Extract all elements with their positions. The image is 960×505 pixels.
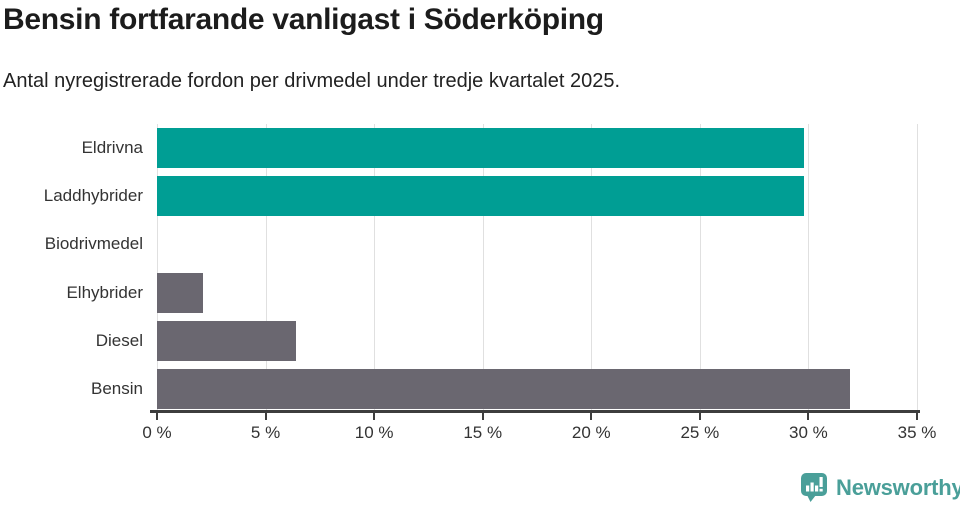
bar: [157, 320, 296, 361]
bar: [157, 272, 203, 313]
x-axis-tick-label: 20 %: [571, 423, 611, 442]
category-label: Diesel: [95, 330, 143, 350]
gridline: [374, 124, 376, 410]
x-axis-tick: [916, 413, 918, 420]
x-axis-tick-label: 0 %: [142, 423, 172, 442]
bar: [157, 176, 805, 217]
x-axis-tick-label: 15 %: [463, 423, 503, 442]
x-axis-tick: [264, 413, 267, 420]
x-axis-tick: [373, 413, 376, 420]
x-axis-tick: [807, 413, 810, 420]
gridline: [265, 124, 267, 410]
gridline: [157, 124, 158, 410]
newsworthy-logo-icon: [801, 473, 827, 502]
x-axis-tick-label: 10 %: [354, 423, 394, 442]
bar: [157, 368, 850, 409]
x-axis-tick-label: 25 %: [680, 423, 720, 442]
chart-subtitle: Antal nyregistrerade fordon per drivmede…: [3, 70, 621, 92]
x-axis-tick: [698, 413, 701, 420]
gridline: [591, 124, 593, 410]
gridline: [482, 124, 484, 410]
x-axis-tick-label: 30 %: [789, 423, 828, 442]
category-label: Elhybrider: [66, 282, 143, 302]
category-label: Bensin: [91, 378, 143, 398]
gridline: [808, 124, 810, 410]
x-axis-tick: [156, 413, 158, 420]
x-axis-tick-label: 5 %: [250, 423, 281, 442]
x-axis-tick: [590, 413, 593, 420]
chart-title: Bensin fortfarande vanligast i Söderköpi…: [3, 3, 604, 36]
category-label: Biodrivmedel: [44, 234, 143, 254]
gridline: [917, 124, 918, 410]
x-axis-line: [150, 410, 920, 413]
x-axis-tick-label: 35 %: [897, 423, 937, 442]
bar: [157, 128, 805, 169]
newsworthy-logo[interactable]: Newsworthy: [799, 472, 960, 503]
newsworthy-logo-text: Newsworthy: [836, 474, 960, 500]
x-axis-tick: [481, 413, 484, 420]
category-label: Laddhybrider: [43, 186, 143, 206]
category-label: Eldrivna: [81, 138, 143, 158]
gridline: [699, 124, 701, 410]
